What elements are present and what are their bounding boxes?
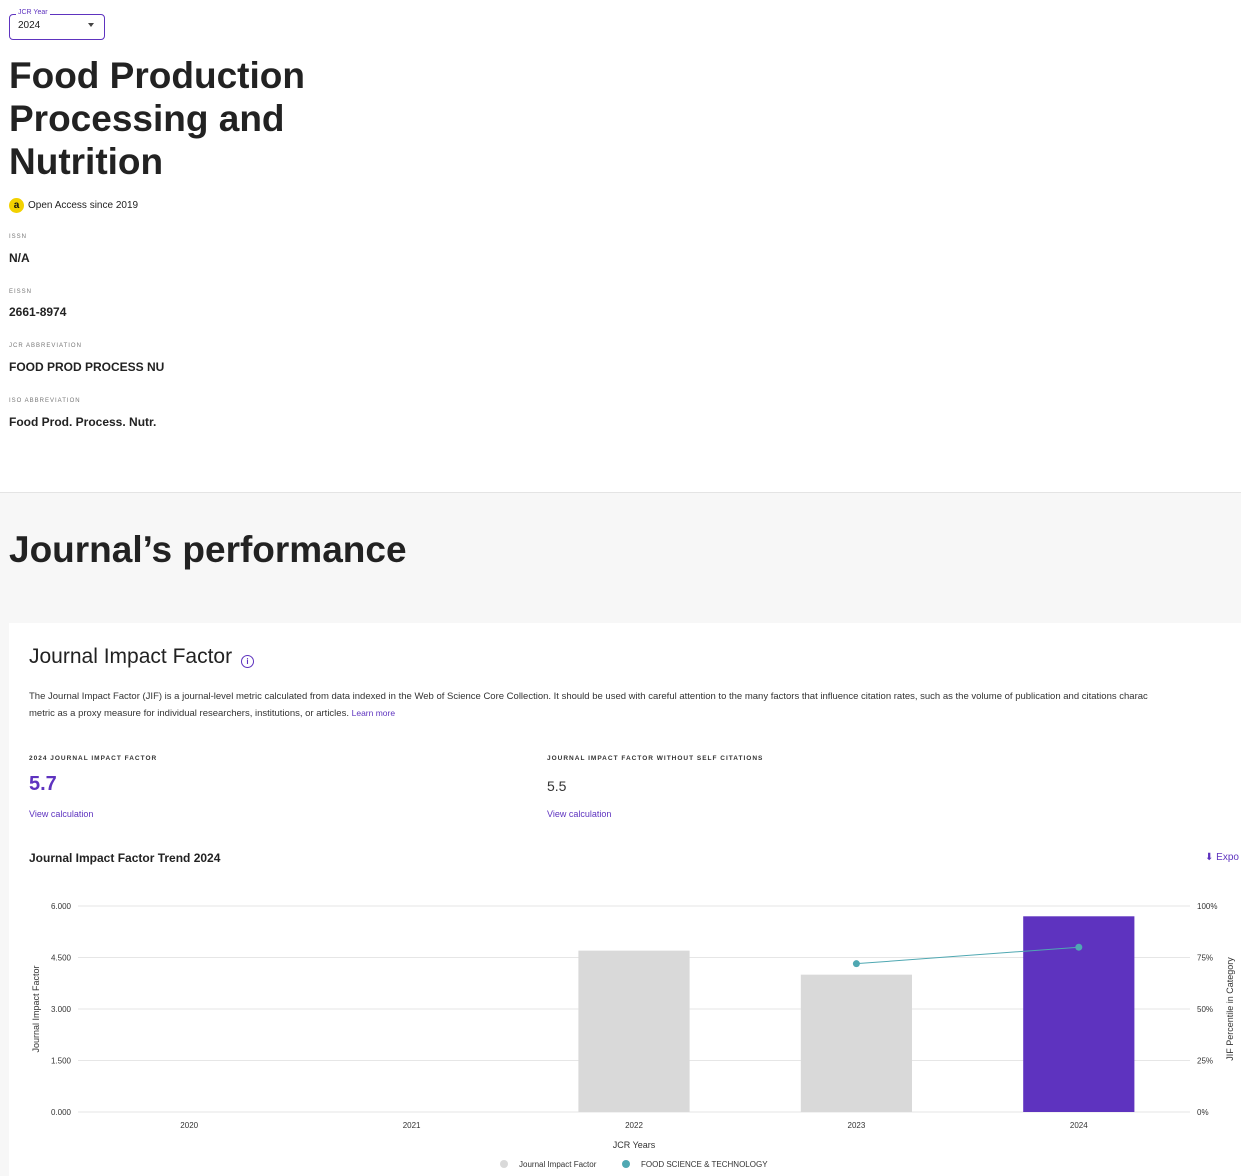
jif-no-self-label: JOURNAL IMPACT FACTOR WITHOUT SELF CITAT… bbox=[547, 755, 764, 762]
jif-2024-value: 5.7 bbox=[29, 773, 57, 795]
view-calculation-link-no-self[interactable]: View calculation bbox=[547, 809, 612, 819]
jif-description-line2: metric as a proxy measure for individual… bbox=[29, 708, 349, 719]
journal-header: JCR Year 2024 Food Production Processing… bbox=[0, 0, 1241, 492]
export-button[interactable]: ⬇ Expo bbox=[1205, 852, 1239, 863]
jif-trend-title: Journal Impact Factor Trend 2024 bbox=[29, 851, 221, 865]
performance-section: Journal’s performance Journal Impact Fac… bbox=[0, 492, 1241, 1176]
jif-description-line1: The Journal Impact Factor (JIF) is a jou… bbox=[29, 691, 1148, 702]
y-right-tick-label: 75% bbox=[1197, 954, 1213, 963]
open-access-text: Open Access since 2019 bbox=[28, 200, 139, 211]
export-label: Expo bbox=[1216, 852, 1239, 863]
x-tick-label: 2023 bbox=[848, 1121, 866, 1130]
jcr-year-select[interactable]: JCR Year 2024 bbox=[9, 8, 105, 40]
x-tick-label: 2020 bbox=[180, 1121, 198, 1130]
bar-2022 bbox=[578, 950, 690, 1112]
jif-trend-chart: 0.000 1.500 3.000 4.500 6.000 0% 25% 50% 75% 100%… bbox=[31, 902, 1235, 1169]
y-tick-label: 3.000 bbox=[51, 1005, 72, 1014]
percentile-point bbox=[1075, 943, 1083, 951]
legend-marker-jif bbox=[500, 1160, 508, 1168]
y-tick-label: 0.000 bbox=[51, 1108, 72, 1117]
y-right-tick-label: 25% bbox=[1197, 1057, 1213, 1066]
open-access-lock-icon: a bbox=[9, 198, 24, 213]
x-tick-label: 2024 bbox=[1070, 1121, 1088, 1130]
y-tick-label: 1.500 bbox=[51, 1057, 72, 1066]
performance-title: Journal’s performance bbox=[9, 529, 407, 570]
jif-description-line2-wrap: metric as a proxy measure for individual… bbox=[29, 705, 1241, 722]
percentile-point bbox=[852, 960, 860, 968]
jcr-year-value: 2024 bbox=[18, 20, 41, 31]
x-tick-label: 2022 bbox=[625, 1121, 643, 1130]
view-calculation-link-jif[interactable]: View calculation bbox=[29, 809, 94, 819]
eissn-label: EISSN bbox=[9, 289, 33, 295]
percentile-line bbox=[856, 946, 1079, 965]
issn-label: ISSN bbox=[9, 234, 28, 240]
y-right-tick-label: 50% bbox=[1197, 1005, 1213, 1014]
legend-label-category: FOOD SCIENCE & TECHNOLOGY bbox=[641, 1160, 768, 1169]
x-tick-label: 2021 bbox=[403, 1121, 421, 1130]
y-axis-label: Journal Impact Factor bbox=[31, 965, 41, 1052]
jcr-year-label: JCR Year bbox=[16, 8, 50, 18]
y-tick-label: 6.000 bbox=[51, 902, 72, 911]
jcr-abbreviation-label: JCR ABBREVIATION bbox=[9, 343, 82, 349]
jif-description: The Journal Impact Factor (JIF) is a jou… bbox=[29, 689, 1241, 722]
chevron-down-icon bbox=[88, 23, 94, 27]
download-icon: ⬇ bbox=[1205, 852, 1214, 863]
jif-card: Journal Impact Factor i The Journal Impa… bbox=[9, 623, 1241, 1176]
iso-abbreviation-label: ISO ABBREVIATION bbox=[9, 398, 81, 404]
journal-title: Food Production Processing and Nutrition bbox=[9, 55, 305, 182]
y-tick-label: 4.500 bbox=[51, 954, 72, 963]
eissn-value: 2661-8974 bbox=[9, 305, 67, 319]
bar-2023 bbox=[800, 974, 912, 1112]
open-access-badge: a Open Access since 2019 bbox=[9, 198, 138, 213]
jif-no-self-value: 5.5 bbox=[547, 778, 567, 794]
jif-title: Journal Impact Factor bbox=[29, 645, 233, 668]
iso-abbreviation-value: Food Prod. Process. Nutr. bbox=[9, 415, 157, 429]
issn-value: N/A bbox=[9, 251, 30, 265]
y-right-tick-label: 0% bbox=[1197, 1108, 1209, 1117]
y-right-axis-label: JIF Percentile in Category bbox=[1225, 957, 1235, 1061]
info-icon[interactable]: i bbox=[241, 655, 254, 668]
y-right-tick-label: 100% bbox=[1197, 902, 1217, 911]
jcr-abbreviation-value: FOOD PROD PROCESS NU bbox=[9, 360, 165, 374]
legend-marker-category bbox=[622, 1160, 630, 1168]
learn-more-link[interactable]: Learn more bbox=[351, 708, 396, 718]
x-axis-label: JCR Years bbox=[613, 1140, 656, 1150]
jif-2024-label: 2024 JOURNAL IMPACT FACTOR bbox=[29, 755, 158, 762]
legend-label-jif: Journal Impact Factor bbox=[519, 1160, 597, 1169]
